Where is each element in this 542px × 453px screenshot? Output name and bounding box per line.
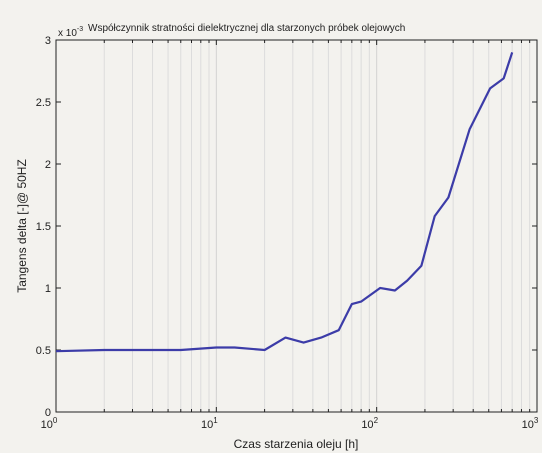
x-tick-label: 101: [201, 416, 218, 431]
plot-area: [55, 39, 538, 413]
x-tick-label: 100: [41, 416, 58, 431]
x-axis-label: Czas starzenia oleju [h]: [234, 437, 359, 451]
y-multiplier: x 10-3: [58, 26, 83, 39]
y-tick-label: 1.5: [36, 221, 51, 233]
grid: [55, 40, 538, 412]
y-tick-label: 2: [45, 159, 51, 171]
y-axis-label: Tangens delta [-]@ 50HZ: [15, 159, 29, 293]
ticks: 100 101 102 103 0 0.5 1 1.5 2 2.5 3: [36, 35, 539, 431]
y-tick-label: 0: [45, 407, 51, 419]
y-tick-label: 2.5: [36, 97, 51, 109]
y-tick-label: 0.5: [36, 345, 51, 357]
x-tick-label: 103: [522, 416, 539, 431]
y-tick-label: 1: [45, 283, 51, 295]
series-line: [55, 52, 514, 353]
chart-title: Współczynnik stratności dielektrycznej d…: [88, 23, 405, 34]
x-tick-label: 102: [361, 416, 378, 431]
y-tick-label: 3: [45, 35, 51, 47]
